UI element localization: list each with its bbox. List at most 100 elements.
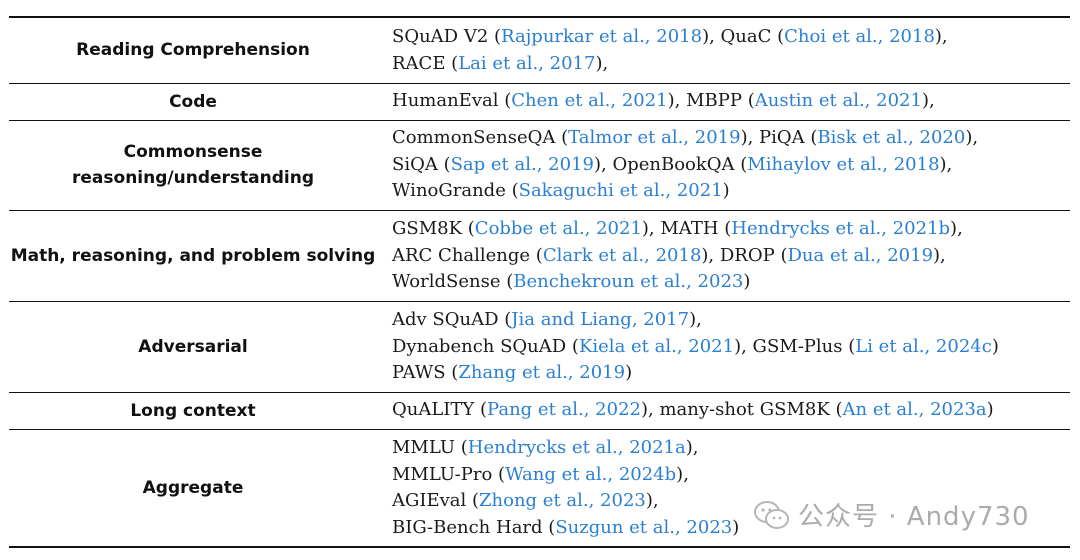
benchmarks-cell: Adv SQuAD (Jia and Liang, 2017), Dynabenc…	[392, 307, 1072, 387]
benchmarks-cell: QuALITY (Pang et al., 2022), many-shot G…	[392, 397, 1072, 424]
benchmark-text: ),	[676, 463, 689, 485]
row-separator	[9, 120, 1070, 121]
citation-link[interactable]: Rajpurkar et al., 2018	[501, 26, 703, 47]
citation-link[interactable]: Zhong et al., 2023	[479, 490, 646, 511]
benchmark-text: BIG-Bench Hard (	[392, 516, 556, 538]
benchmarks-cell: MMLU (Hendrycks et al., 2021a), MMLU-Pro …	[392, 435, 1072, 541]
benchmark-line: MMLU (Hendrycks et al., 2021a),	[392, 435, 1072, 462]
row-separator	[9, 210, 1070, 211]
citation-link[interactable]: Hendrycks et al., 2021b	[731, 218, 951, 239]
benchmark-text: WinoGrande (	[392, 180, 519, 201]
table-top-rule	[9, 16, 1070, 18]
benchmark-line: SiQA (Sap et al., 2019), OpenBookQA (Mih…	[392, 152, 1072, 179]
citation-link[interactable]: Clark et al., 2018	[542, 244, 702, 266]
benchmark-line: ARC Challenge (Clark et al., 2018), DROP…	[392, 243, 1072, 270]
citation-link[interactable]: Talmor et al., 2019	[568, 127, 741, 148]
benchmark-text: QuALITY (	[392, 399, 488, 420]
benchmark-line: HumanEval (Chen et al., 2021), MBPP (Aus…	[392, 88, 1072, 115]
benchmark-text: )	[732, 516, 740, 538]
benchmark-text: SQuAD V2 (	[392, 26, 502, 47]
citation-link[interactable]: Pang et al., 2022	[487, 399, 641, 420]
benchmark-text: ), GSM-Plus (	[734, 335, 856, 357]
citation-link[interactable]: Cobbe et al., 2021	[474, 218, 642, 239]
table-bottom-rule	[9, 546, 1070, 548]
benchmark-line: WinoGrande (Sakaguchi et al., 2021)	[392, 178, 1072, 205]
benchmark-text: )	[722, 180, 730, 201]
citation-link[interactable]: Dua et al., 2019	[787, 244, 934, 266]
benchmark-text: PAWS (	[392, 362, 459, 383]
citation-link[interactable]: Li et al., 2024c	[855, 335, 992, 357]
benchmark-text: Adv SQuAD (	[392, 309, 512, 330]
benchmark-text: ),	[921, 90, 935, 111]
category-label: Code	[169, 91, 217, 112]
benchmarks-cell: SQuAD V2 (Rajpurkar et al., 2018), QuaC …	[392, 24, 1072, 77]
benchmark-text: RACE (	[392, 52, 459, 74]
citation-link[interactable]: Chen et al., 2021	[511, 90, 668, 111]
benchmark-line: BIG-Bench Hard (Suzgun et al., 2023)	[392, 515, 1072, 542]
benchmark-text: GSM8K (	[392, 218, 475, 239]
category-label: Aggregate	[142, 477, 244, 498]
benchmark-text: ARC Challenge (	[392, 244, 543, 266]
benchmark-text: ),	[934, 26, 948, 47]
benchmark-text: ),	[685, 437, 699, 458]
category-label: Long context	[130, 400, 256, 421]
benchmark-text: )	[986, 399, 994, 420]
citation-link[interactable]: Jia and Liang, 2017	[511, 309, 690, 330]
citation-link[interactable]: Sakaguchi et al., 2021	[518, 180, 723, 201]
citation-link[interactable]: Choi et al., 2018	[784, 26, 935, 47]
category-label: Adversarial	[138, 336, 248, 357]
citation-link[interactable]: Sap et al., 2019	[450, 153, 594, 175]
benchmarks-cell: HumanEval (Chen et al., 2021), MBPP (Aus…	[392, 88, 1072, 115]
citation-link[interactable]: Bisk et al., 2020	[817, 127, 966, 148]
benchmark-text: ), QuaC (	[702, 26, 785, 47]
benchmark-line: QuALITY (Pang et al., 2022), many-shot G…	[392, 397, 1072, 424]
benchmark-text: ),	[965, 127, 979, 148]
wechat-icon	[754, 500, 790, 530]
benchmark-line: CommonSenseQA (Talmor et al., 2019), PiQ…	[392, 125, 1072, 152]
category-cell: Math, reasoning, and problem solving	[9, 210, 377, 301]
benchmark-text: AGIEval (	[392, 490, 480, 511]
citation-link[interactable]: Kiela et al., 2021	[578, 335, 735, 357]
category-cell: Long context	[9, 392, 377, 429]
watermark: 公众号 · Andy730	[754, 496, 1030, 533]
citation-link[interactable]: Wang et al., 2024b	[505, 463, 677, 485]
row-separator	[9, 429, 1070, 430]
benchmark-text: )	[743, 271, 751, 292]
row-separator	[9, 392, 1070, 393]
benchmark-text: Dynabench SQuAD (	[392, 335, 579, 357]
row-separator	[9, 83, 1070, 84]
benchmark-line: AGIEval (Zhong et al., 2023),	[392, 488, 1072, 515]
citation-link[interactable]: An et al., 2023a	[842, 399, 987, 420]
benchmark-text: MMLU (	[392, 437, 468, 458]
category-label: Commonsense reasoning/understanding	[72, 142, 314, 188]
category-cell: Reading Comprehension	[9, 17, 377, 83]
benchmark-line: RACE (Lai et al., 2017),	[392, 51, 1072, 78]
benchmark-line: SQuAD V2 (Rajpurkar et al., 2018), QuaC …	[392, 24, 1072, 51]
benchmark-text: ),	[939, 153, 953, 175]
citation-link[interactable]: Suzgun et al., 2023	[555, 516, 733, 538]
category-cell: Code	[9, 83, 377, 120]
benchmark-text: HumanEval (	[392, 90, 512, 111]
citation-link[interactable]: Austin et al., 2021	[754, 90, 922, 111]
benchmark-text: ),	[950, 218, 963, 239]
benchmark-line: Adv SQuAD (Jia and Liang, 2017),	[392, 307, 1072, 334]
benchmark-line: MMLU-Pro (Wang et al., 2024b),	[392, 462, 1072, 489]
benchmark-text: ),	[645, 490, 659, 511]
benchmark-text: ), MATH (	[641, 218, 732, 239]
citation-link[interactable]: Zhang et al., 2019	[458, 362, 626, 383]
benchmark-text: ), OpenBookQA (	[593, 153, 748, 175]
benchmark-text: ),	[933, 244, 946, 266]
benchmark-text: ),	[595, 52, 609, 74]
benchmark-text: ), DROP (	[701, 244, 788, 266]
category-cell: Aggregate	[9, 429, 377, 546]
benchmark-line: GSM8K (Cobbe et al., 2021), MATH (Hendry…	[392, 216, 1072, 243]
benchmark-text: WorldSense (	[392, 271, 514, 292]
category-cell: Adversarial	[9, 301, 377, 392]
category-label: Reading Comprehension	[76, 40, 310, 60]
category-label: Math, reasoning, and problem solving	[10, 245, 376, 266]
citation-link[interactable]: Hendrycks et al., 2021a	[467, 437, 686, 458]
citation-link[interactable]: Mihaylov et al., 2018	[747, 153, 940, 175]
citation-link[interactable]: Benchekroun et al., 2023	[513, 271, 744, 292]
citation-link[interactable]: Lai et al., 2017	[458, 52, 596, 74]
benchmark-text: SiQA (	[392, 153, 451, 175]
